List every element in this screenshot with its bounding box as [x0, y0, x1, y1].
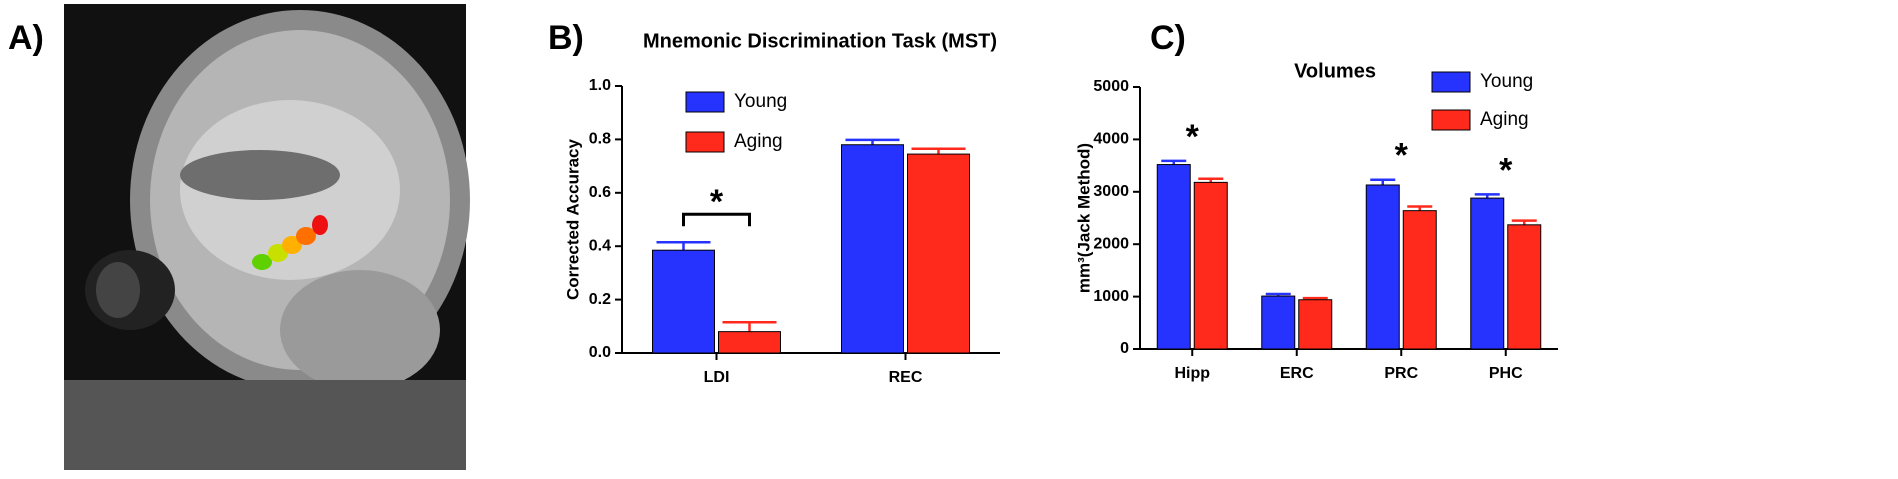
- legend-label: Aging: [1480, 109, 1529, 130]
- bar: [1402, 210, 1437, 350]
- error-bar: [1407, 205, 1433, 211]
- y-tick-label: 0.6: [589, 184, 611, 201]
- ventricle: [180, 150, 340, 200]
- bar: [1261, 295, 1296, 350]
- y-tick-label: 1000: [1093, 288, 1129, 305]
- y-tick-label: 0: [1120, 340, 1129, 357]
- mri-image: [64, 4, 470, 470]
- bar: [1470, 197, 1505, 350]
- error-bar: [1161, 159, 1187, 165]
- y-tick-label: 0.0: [589, 344, 611, 361]
- x-tick-label: PHC: [1489, 365, 1523, 382]
- significance-star: *: [1186, 118, 1200, 156]
- bar: [907, 153, 970, 354]
- y-tick-label: 1.0: [589, 77, 611, 94]
- legend-swatch: [685, 131, 725, 153]
- legend-label: Young: [734, 91, 787, 112]
- bar: [1193, 181, 1228, 350]
- legend-label: Aging: [734, 131, 783, 152]
- error-bar: [911, 147, 966, 155]
- significance-star: *: [1499, 151, 1513, 189]
- neck: [64, 380, 466, 470]
- y-tick-label: 0.2: [589, 291, 611, 308]
- significance-star: *: [1395, 137, 1409, 175]
- y-tick-label: 0.4: [589, 237, 611, 254]
- panel-label: B): [548, 19, 584, 57]
- legend-swatch: [1431, 109, 1471, 131]
- panel-label: A): [8, 19, 44, 57]
- error-bar: [722, 321, 777, 332]
- y-tick-label: 0.8: [589, 131, 611, 148]
- error-bar: [1474, 193, 1500, 199]
- roi: [252, 254, 272, 270]
- x-tick-label: LDI: [704, 369, 730, 386]
- error-bar: [845, 138, 900, 145]
- y-tick-label: 3000: [1093, 183, 1129, 200]
- bar: [841, 144, 904, 354]
- y-axis-label: mm³(Jack Method): [1074, 143, 1093, 293]
- cerebellum: [280, 270, 440, 390]
- legend-swatch: [685, 91, 725, 113]
- significance-bracket: [682, 212, 751, 227]
- legend-label: Young: [1480, 71, 1533, 92]
- error-bar: [656, 240, 711, 251]
- significance-star: *: [710, 183, 724, 221]
- legend-swatch: [1431, 71, 1471, 93]
- error-bar: [1370, 178, 1396, 185]
- panel-label: C): [1150, 19, 1186, 57]
- roi: [282, 236, 302, 254]
- y-axis-label: Corrected Accuracy: [563, 138, 582, 299]
- y-tick-label: 4000: [1093, 131, 1129, 148]
- x-tick-label: ERC: [1280, 365, 1314, 382]
- bar: [1298, 299, 1333, 350]
- x-tick-label: PRC: [1384, 365, 1418, 382]
- bar: [1365, 184, 1400, 350]
- error-bar: [1198, 177, 1224, 183]
- x-tick-label: REC: [889, 369, 923, 386]
- x-tick-label: Hipp: [1174, 365, 1210, 382]
- error-bar: [1511, 219, 1537, 225]
- bar: [1156, 164, 1191, 350]
- chart-title: Volumes: [1294, 60, 1376, 82]
- roi: [296, 227, 316, 245]
- chart-title: Mnemonic Discrimination Task (MST): [643, 30, 997, 52]
- bar: [652, 249, 715, 354]
- eye-lens: [96, 262, 140, 318]
- y-tick-label: 5000: [1093, 78, 1129, 95]
- roi: [312, 215, 328, 235]
- y-tick-label: 2000: [1093, 235, 1129, 252]
- bar: [1507, 224, 1542, 350]
- bar: [718, 331, 781, 354]
